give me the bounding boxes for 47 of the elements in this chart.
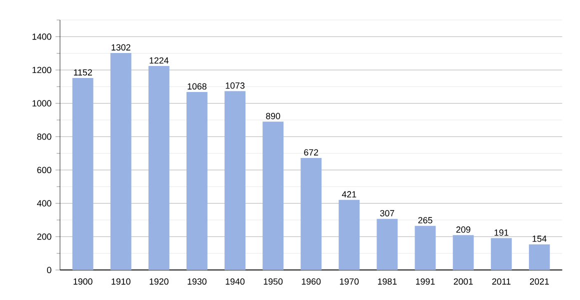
x-tick-label: 2001	[454, 278, 473, 285]
data-label: 265	[418, 217, 432, 224]
y-tick-label: 200	[37, 234, 52, 240]
x-tick-label: 1950	[264, 278, 283, 285]
x-tick-label: 1910	[112, 278, 130, 285]
y-tick-label: 1400	[32, 34, 52, 40]
data-label: 672	[304, 149, 318, 156]
data-label: 191	[494, 229, 508, 236]
bar	[148, 66, 170, 270]
bar	[490, 238, 512, 270]
bar	[452, 235, 474, 270]
data-label: 1152	[74, 69, 92, 76]
data-label: 1073	[226, 82, 245, 89]
y-tick-label: 1000	[32, 100, 52, 106]
data-label: 1224	[150, 57, 169, 64]
x-tick-label: 2011	[492, 278, 510, 285]
x-tick-label: 1960	[302, 278, 321, 285]
data-label: 1068	[188, 83, 206, 90]
y-tick-label: 400	[37, 200, 52, 206]
y-tick-label: 600	[37, 166, 52, 174]
data-label: 209	[456, 226, 470, 233]
y-tick-label: 0	[47, 266, 52, 274]
y-tick-label: 800	[37, 134, 52, 140]
bar	[262, 122, 284, 270]
bar	[72, 78, 94, 270]
x-tick-label: 2021	[530, 278, 549, 285]
x-tick-label: 1981	[378, 278, 397, 285]
data-label: 421	[342, 191, 356, 198]
x-tick-label: 1900	[74, 278, 92, 285]
bar	[224, 91, 246, 270]
data-label: 307	[380, 210, 394, 216]
data-label: 154	[532, 236, 547, 242]
bar	[376, 218, 398, 270]
x-tick-label: 1930	[188, 278, 207, 285]
bar	[528, 244, 550, 270]
x-tick-label: 1920	[150, 278, 168, 285]
data-label: 890	[266, 112, 280, 120]
x-tick-label: 1991	[416, 278, 435, 285]
data-label: 1302	[112, 44, 130, 51]
bar	[300, 158, 322, 270]
bar	[414, 226, 436, 270]
x-tick-label: 1970	[340, 278, 359, 285]
bar	[110, 52, 132, 270]
x-tick-label: 1940	[226, 278, 245, 285]
bar	[338, 200, 360, 270]
bar	[186, 92, 208, 270]
y-tick-label: 1200	[32, 66, 52, 74]
